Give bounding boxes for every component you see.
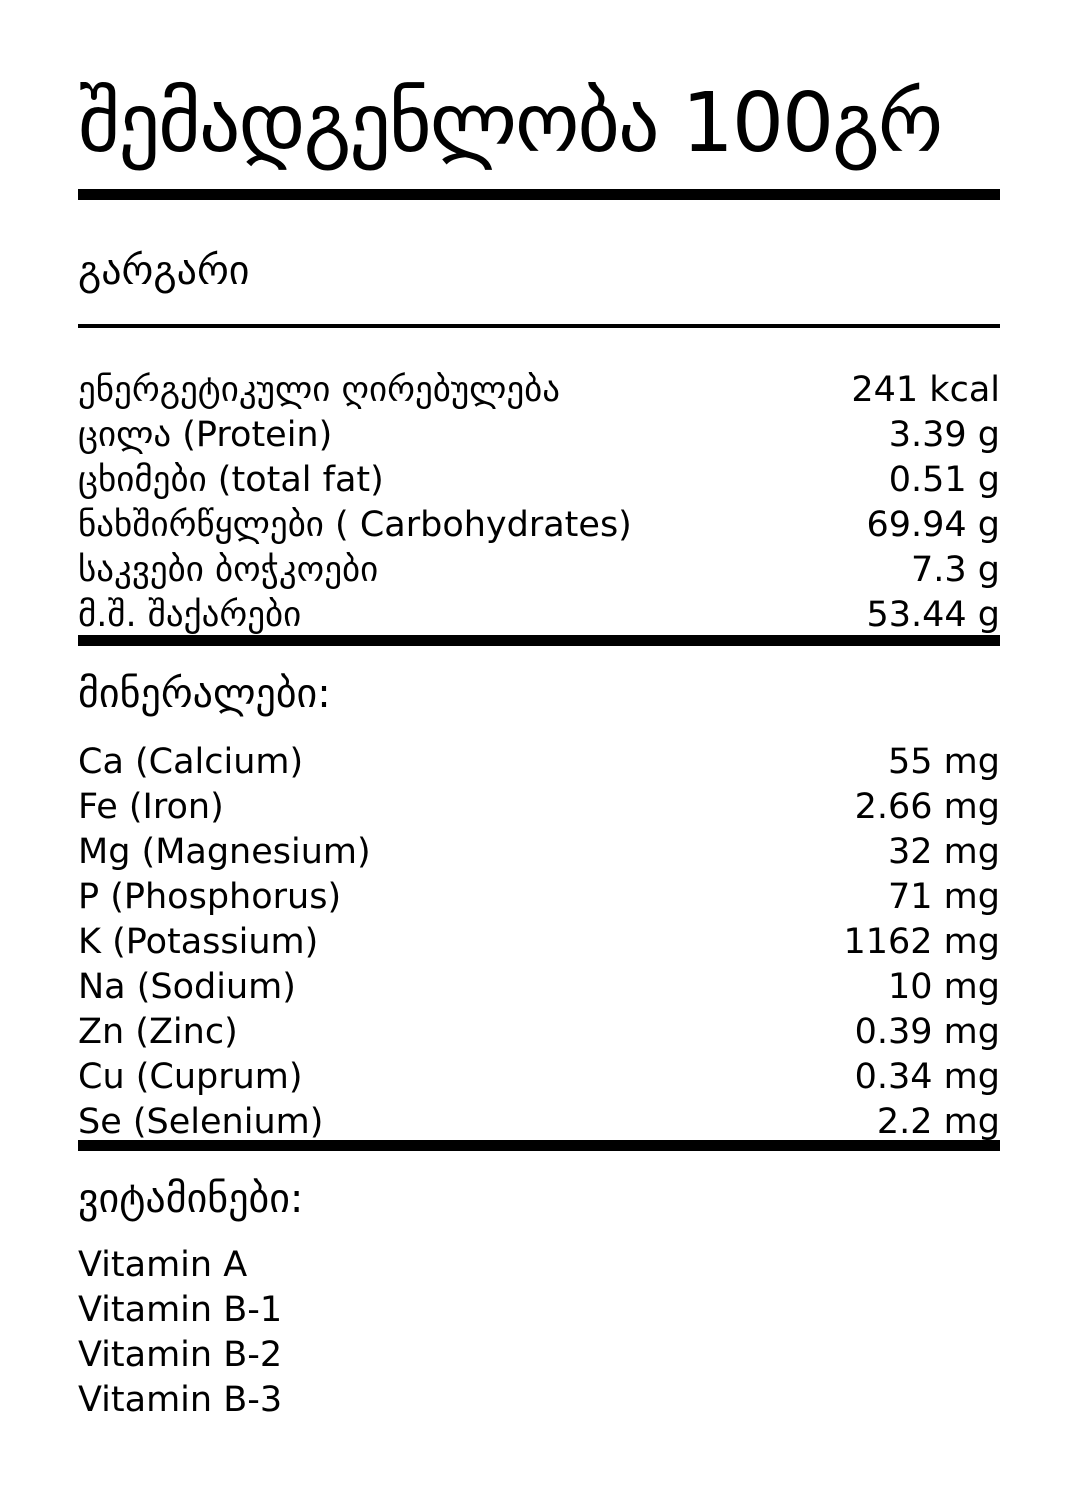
mineral-row: Mg (Magnesium) 32 mg xyxy=(78,830,1000,875)
mineral-value: 32 mg xyxy=(888,832,1000,872)
product-name: გარგარი xyxy=(78,248,250,294)
mineral-row: Se (Selenium) 2.2 mg xyxy=(78,1100,1000,1145)
nutrient-label: ნახშირწყლები ( Carbohydrates) xyxy=(78,505,632,545)
nutrition-divider xyxy=(78,635,1000,646)
mineral-value: 0.34 mg xyxy=(854,1057,1000,1097)
mineral-value: 1162 mg xyxy=(843,922,1000,962)
nutrient-value: 69.94 g xyxy=(866,505,1000,545)
nutrient-label: ცხიმები (total fat) xyxy=(78,460,384,500)
mineral-row: Ca (Calcium) 55 mg xyxy=(78,740,1000,785)
vitamin-item: Vitamin B-3 xyxy=(78,1380,283,1420)
product-divider xyxy=(78,324,1000,328)
nutrition-row: ნახშირწყლები ( Carbohydrates) 69.94 g xyxy=(78,503,1000,548)
minerals-divider xyxy=(78,1140,1000,1151)
mineral-label: Cu (Cuprum) xyxy=(78,1057,303,1097)
vitamins-header: ვიტამინები: xyxy=(78,1176,304,1222)
mineral-row: P (Phosphorus) 71 mg xyxy=(78,875,1000,920)
mineral-row: Cu (Cuprum) 0.34 mg xyxy=(78,1055,1000,1100)
mineral-label: Mg (Magnesium) xyxy=(78,832,371,872)
minerals-table: Ca (Calcium) 55 mg Fe (Iron) 2.66 mg Mg … xyxy=(78,740,1000,1145)
nutrient-label: მ.შ. შაქარები xyxy=(78,595,302,635)
vitamin-item: Vitamin B-2 xyxy=(78,1335,283,1375)
nutrition-row: ცხიმები (total fat) 0.51 g xyxy=(78,458,1000,503)
mineral-label: Ca (Calcium) xyxy=(78,742,304,782)
mineral-label: Na (Sodium) xyxy=(78,967,296,1007)
nutrition-row: მ.შ. შაქარები 53.44 g xyxy=(78,593,1000,638)
nutrition-table: ენერგეტიკული ღირებულება 241 kcal ცილა (P… xyxy=(78,368,1000,638)
nutrient-value: 0.51 g xyxy=(888,460,1000,500)
nutrient-value: 7.3 g xyxy=(910,550,1000,590)
nutrient-label: ცილა (Protein) xyxy=(78,415,333,455)
mineral-label: Zn (Zinc) xyxy=(78,1012,238,1052)
mineral-value: 2.2 mg xyxy=(876,1102,1000,1142)
nutrient-value: 53.44 g xyxy=(866,595,1000,635)
nutrition-row: ცილა (Protein) 3.39 g xyxy=(78,413,1000,458)
mineral-row: K (Potassium) 1162 mg xyxy=(78,920,1000,965)
mineral-label: Se (Selenium) xyxy=(78,1102,324,1142)
page-title: შემადგენლობა 100გრ xyxy=(78,76,943,171)
nutrient-value: 241 kcal xyxy=(851,370,1000,410)
mineral-value: 10 mg xyxy=(888,967,1000,1007)
minerals-header: მინერალები: xyxy=(78,671,331,717)
mineral-value: 71 mg xyxy=(888,877,1000,917)
vitamin-item: Vitamin B-1 xyxy=(78,1290,283,1330)
mineral-value: 2.66 mg xyxy=(854,787,1000,827)
nutrient-value: 3.39 g xyxy=(888,415,1000,455)
mineral-value: 55 mg xyxy=(888,742,1000,782)
mineral-label: Fe (Iron) xyxy=(78,787,224,827)
vitamins-list: Vitamin A Vitamin B-1 Vitamin B-2 Vitami… xyxy=(78,1243,1000,1423)
vitamin-item: Vitamin A xyxy=(78,1245,248,1285)
mineral-value: 0.39 mg xyxy=(854,1012,1000,1052)
nutrient-label: საკვები ბოჭკოები xyxy=(78,550,379,590)
mineral-row: Zn (Zinc) 0.39 mg xyxy=(78,1010,1000,1055)
nutrition-row: საკვები ბოჭკოები 7.3 g xyxy=(78,548,1000,593)
mineral-row: Fe (Iron) 2.66 mg xyxy=(78,785,1000,830)
nutrient-label: ენერგეტიკული ღირებულება xyxy=(78,370,561,410)
title-divider xyxy=(78,189,1000,200)
mineral-row: Na (Sodium) 10 mg xyxy=(78,965,1000,1010)
mineral-label: K (Potassium) xyxy=(78,922,319,962)
nutrition-row: ენერგეტიკული ღირებულება 241 kcal xyxy=(78,368,1000,413)
mineral-label: P (Phosphorus) xyxy=(78,877,342,917)
